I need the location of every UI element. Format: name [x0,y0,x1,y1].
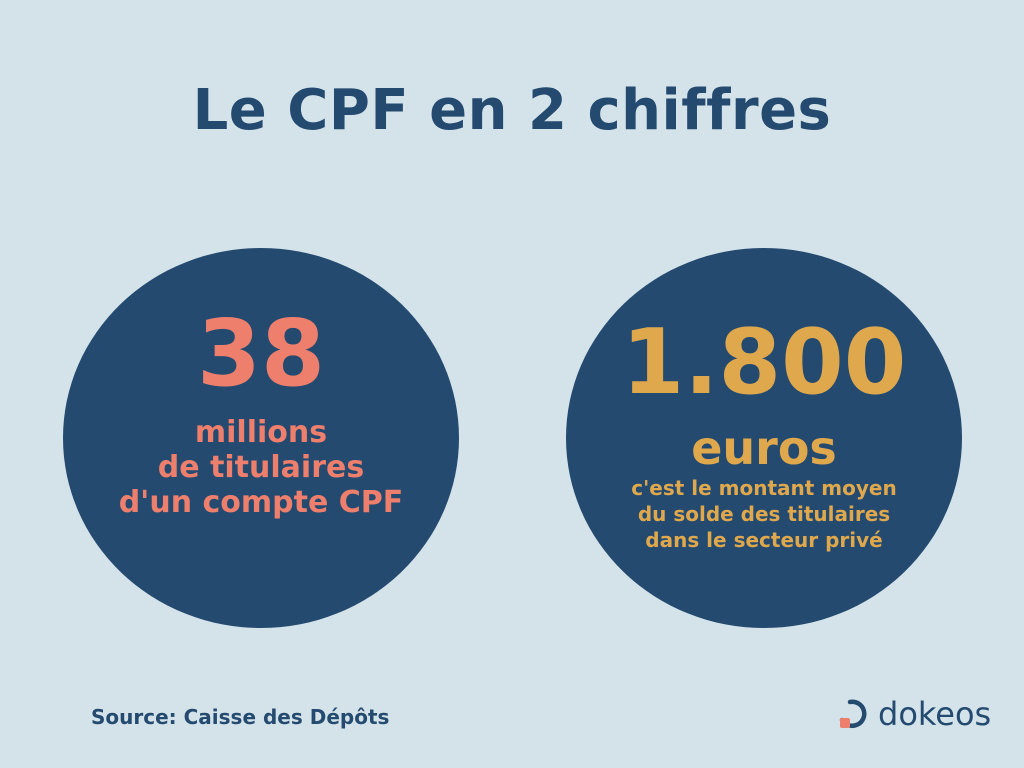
stat-right-unit: euros [691,421,837,475]
stat-right-line: c'est le montant moyen [631,476,897,500]
stat-left-number: 38 [196,300,326,407]
brand-name: dokeos [878,695,992,733]
stat-right-line: dans le secteur privé [645,528,883,552]
stat-left-line: d'un compte CPF [118,485,404,520]
stat-circle-right [566,248,962,628]
stat-left-line: millions [194,415,328,450]
stat-right-number: 1.800 [621,310,907,415]
stat-right-line: du solde des titulaires [637,502,891,526]
source-note: Source: Caisse des Dépôts [91,705,390,729]
brand-logo: dokeos [838,698,991,730]
dokeos-logo-icon [838,698,870,730]
stat-left-line: de titulaires [157,450,365,485]
stat-circle-left [63,248,459,628]
page-title: Le CPF en 2 chiffres [192,78,832,143]
